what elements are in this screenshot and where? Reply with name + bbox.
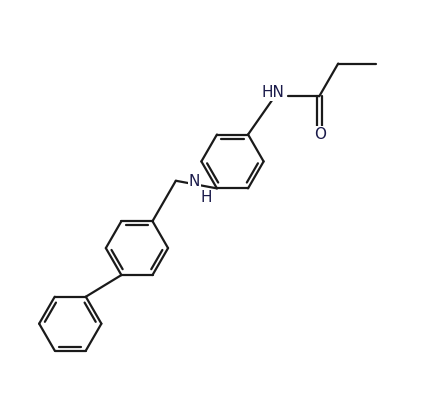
Text: H: H bbox=[201, 190, 212, 205]
Text: HN: HN bbox=[261, 85, 284, 100]
Text: O: O bbox=[314, 126, 326, 141]
Text: N: N bbox=[188, 173, 200, 188]
